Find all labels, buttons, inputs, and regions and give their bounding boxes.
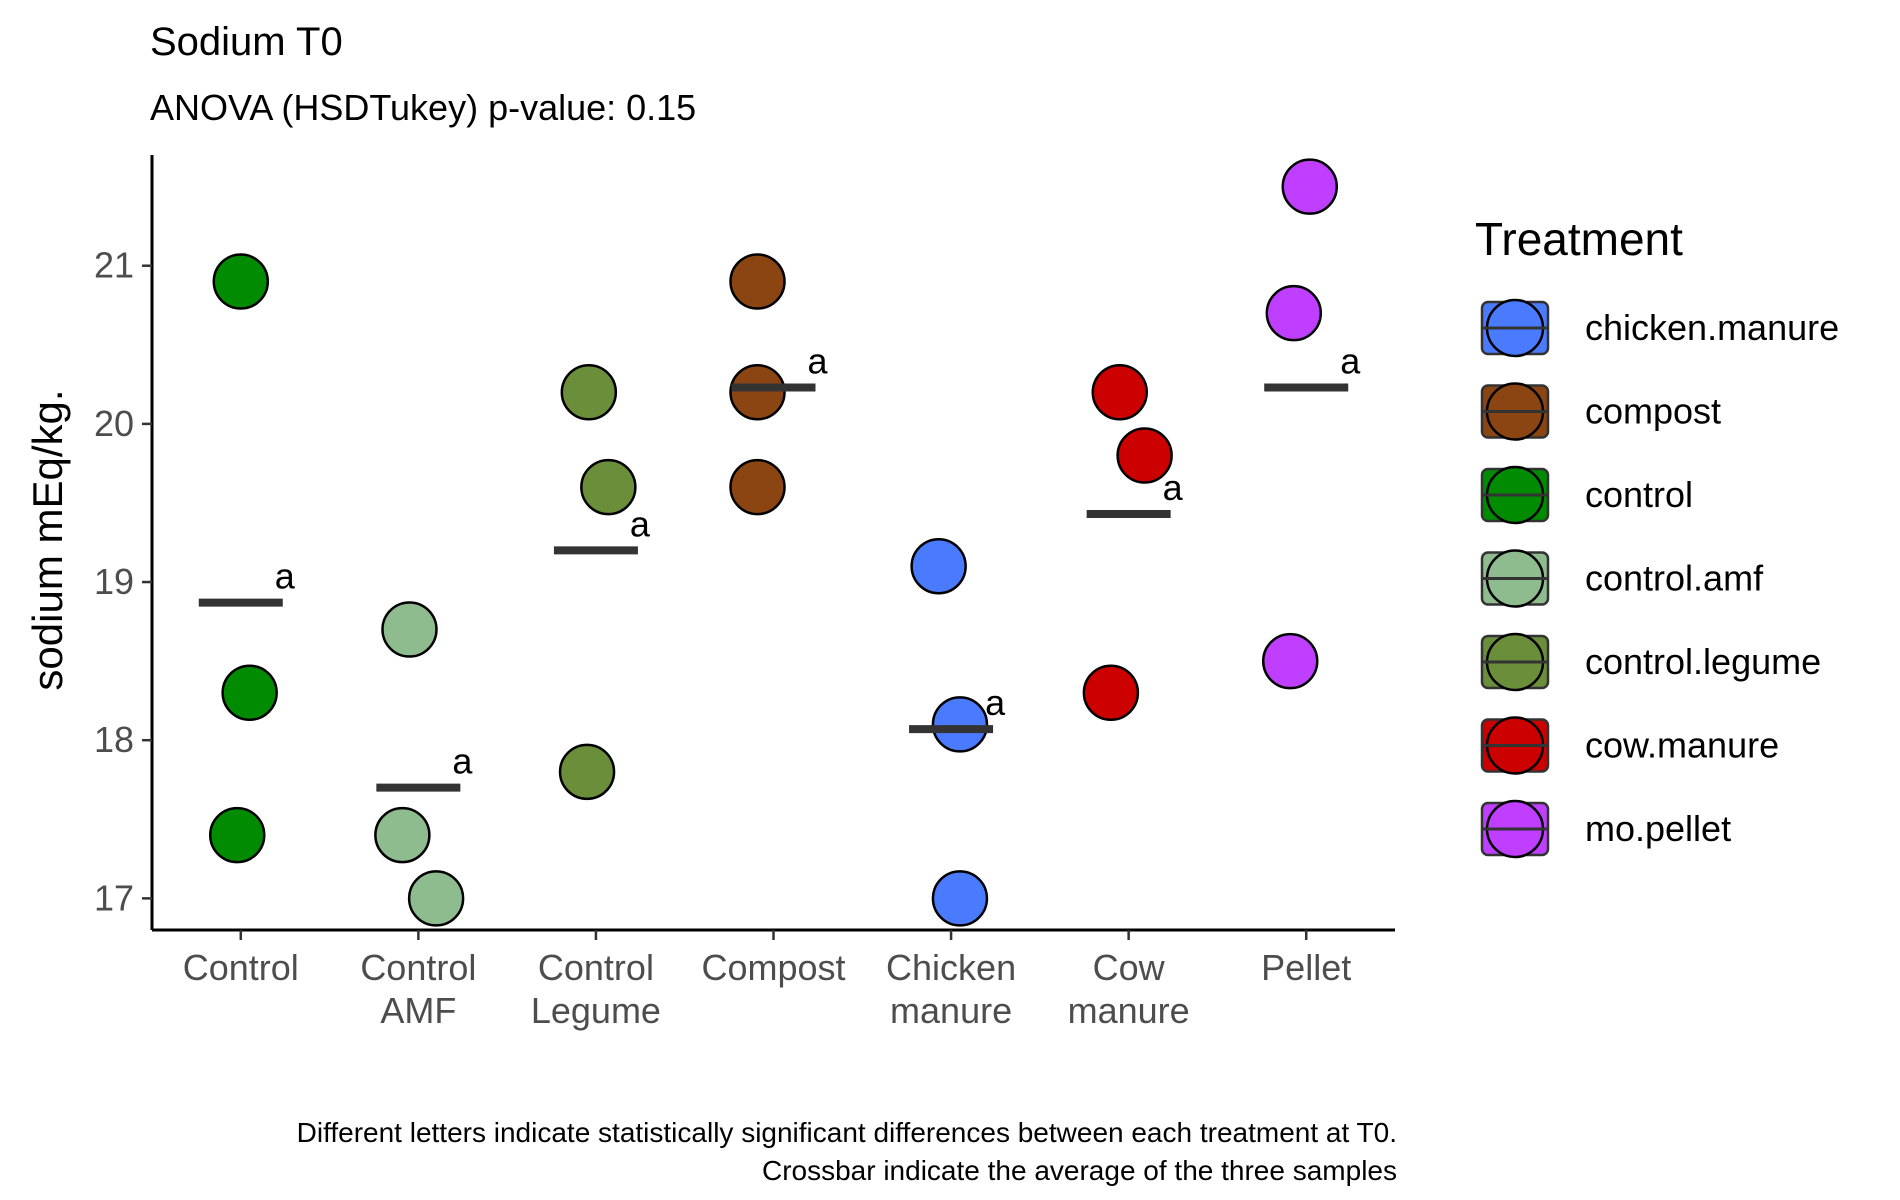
x-tick-label: Control <box>360 947 476 988</box>
data-point <box>1082 664 1140 722</box>
caption-line-2: Crossbar indicate the average of the thr… <box>762 1155 1397 1186</box>
x-tick-label: AMF <box>380 990 456 1031</box>
legend-label: mo.pellet <box>1585 808 1731 849</box>
y-tick-label: 18 <box>94 719 134 760</box>
significance-letter: a <box>630 503 651 544</box>
legend-label: control.legume <box>1585 641 1821 682</box>
data-point <box>729 253 786 310</box>
y-tick-label: 19 <box>94 561 134 602</box>
data-point <box>910 537 967 595</box>
data-point <box>1261 632 1319 690</box>
chart-subtitle: ANOVA (HSDTukey) p-value: 0.15 <box>150 87 696 128</box>
significance-letter: a <box>985 682 1006 723</box>
legend-title: Treatment <box>1475 213 1683 265</box>
data-point <box>221 664 278 722</box>
legend: Treatment chicken.manure compost control co… <box>1475 213 1839 859</box>
data-point <box>1091 363 1149 421</box>
data-point <box>212 253 270 310</box>
significance-letter: a <box>275 556 296 597</box>
data-point <box>729 458 786 516</box>
data-point <box>560 363 618 421</box>
legend-label: control.amf <box>1585 558 1764 599</box>
data-point <box>1281 158 1339 215</box>
data-point <box>580 458 637 516</box>
data-point <box>1116 427 1173 484</box>
data-point <box>407 870 465 927</box>
data-point <box>558 743 616 801</box>
data-point <box>208 806 266 864</box>
data-point <box>931 696 989 753</box>
data-point <box>1265 284 1323 342</box>
y-tick-label: 21 <box>94 245 134 286</box>
x-tick-label: Cow <box>1093 947 1166 988</box>
caption-line-1: Different letters indicate statistically… <box>297 1117 1397 1148</box>
data-point <box>381 601 438 658</box>
data-point <box>931 870 989 927</box>
chart-title: Sodium T0 <box>150 20 343 64</box>
legend-label: compost <box>1585 391 1721 432</box>
x-tick-label: Compost <box>701 947 845 988</box>
legend-label: chicken.manure <box>1585 307 1839 348</box>
x-tick-label: Legume <box>531 990 661 1031</box>
y-tick-label: 20 <box>94 403 134 444</box>
x-tick-label: Pellet <box>1261 947 1351 988</box>
data-point <box>729 363 786 421</box>
significance-letter: a <box>452 741 473 782</box>
legend-label: cow.manure <box>1585 725 1779 766</box>
x-tick-label: manure <box>890 990 1012 1031</box>
data-marks: a a a a a a a <box>198 158 1361 927</box>
significance-letter: a <box>1340 341 1361 382</box>
x-tick-label: Control <box>538 947 654 988</box>
legend-label: control <box>1585 474 1693 515</box>
y-tick-label: 17 <box>94 877 134 918</box>
y-axis-label: sodium mEq/kg. <box>24 389 71 690</box>
significance-letter: a <box>1163 467 1184 508</box>
x-tick-label: manure <box>1068 990 1190 1031</box>
x-tick-label: Control <box>183 947 299 988</box>
x-tick-label: Chicken <box>886 947 1016 988</box>
data-point <box>374 806 431 864</box>
significance-letter: a <box>808 341 829 382</box>
